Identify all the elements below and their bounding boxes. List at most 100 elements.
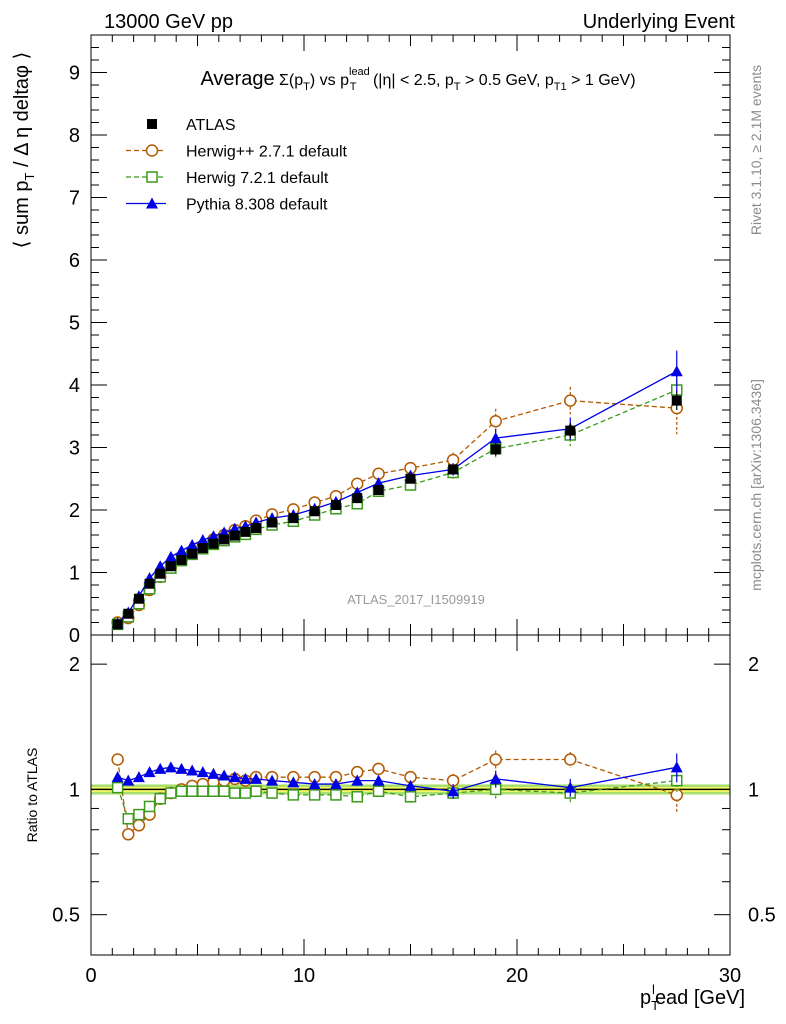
- data-point: [207, 785, 220, 797]
- data-point: [197, 543, 208, 554]
- legend-label: Herwig 7.2.1 default: [186, 170, 329, 187]
- data-point: [250, 785, 262, 797]
- data-point: [489, 753, 502, 766]
- series-line: [117, 399, 677, 624]
- data-point: [670, 761, 683, 773]
- ratio-panel: 0 10 20 30 0.5 0.5 1 1 2 2 Ratio to ATLAS: [24, 634, 776, 987]
- legend-marker: [145, 144, 159, 157]
- x-tick-label: 0: [85, 965, 96, 987]
- x-tick-label: 20: [506, 965, 528, 987]
- data-point: [330, 500, 341, 510]
- data-point: [564, 394, 577, 407]
- data-point: [351, 791, 363, 803]
- header-right: Underlying Event: [583, 11, 736, 33]
- data-point: [448, 464, 459, 475]
- data-point: [164, 761, 177, 773]
- data-point: [564, 753, 577, 766]
- data-point: [132, 771, 145, 783]
- main-axis-ticks: 0 1 2 3 4 5 6 7 8 9: [69, 34, 731, 647]
- data-point: [228, 771, 241, 783]
- rivet-label: Rivet 3.1.10, ≥ 2.1M events: [748, 65, 764, 235]
- y-tick-label-left: 2: [69, 654, 80, 676]
- data-point: [266, 774, 279, 786]
- data-point: [564, 781, 577, 793]
- y-tick-label-right: 2: [748, 654, 759, 676]
- data-point: [123, 608, 134, 619]
- data-point: [186, 764, 199, 776]
- data-point: [287, 776, 300, 788]
- data-point: [404, 779, 417, 791]
- data-point: [489, 772, 502, 784]
- data-point: [132, 819, 146, 832]
- data-point: [229, 530, 240, 541]
- x-tick-label: 10: [293, 965, 315, 987]
- y-tick-label-left: 0.5: [52, 905, 80, 927]
- y-tick-label: 9: [69, 63, 80, 85]
- data-point: [373, 485, 384, 495]
- data-point: [308, 778, 321, 790]
- main-data: [111, 350, 683, 631]
- y-tick-label: 4: [69, 375, 80, 397]
- data-point: [372, 762, 385, 776]
- data-point: [175, 762, 188, 774]
- legend-label: Herwig++ 2.7.1 default: [186, 144, 348, 161]
- main-y-label: ⟨ sum pT / Δ η deltaφ ⟩: [11, 52, 37, 249]
- data-point: [351, 774, 364, 786]
- data-point: [670, 365, 683, 377]
- data-point: [164, 550, 177, 562]
- data-point: [405, 473, 416, 484]
- legend-entry-herwig-7-2-1-default: Herwig 7.2.1 default: [126, 170, 329, 187]
- data-point: [143, 800, 156, 813]
- ratio-axis-ticks: 0 10 20 30 0.5 0.5 1 1 2 2: [52, 635, 776, 987]
- data-point: [372, 774, 385, 786]
- main-panel: 0 1 2 3 4 5 6 7 8 9 Average Σ(pT) vs plead T (|η| …: [11, 34, 731, 647]
- y-tick-label: 8: [69, 125, 80, 147]
- legend-marker: [146, 171, 158, 183]
- data-point: [133, 593, 144, 604]
- data-point: [266, 787, 278, 799]
- data-point: [186, 539, 199, 550]
- y-tick-label: 2: [69, 500, 80, 522]
- series-line: [117, 389, 678, 625]
- data-point: [155, 568, 166, 579]
- data-point: [288, 513, 299, 524]
- data-point: [154, 792, 166, 805]
- data-point: [144, 578, 155, 589]
- data-point: [372, 785, 385, 797]
- y-tick-label-right: 1: [748, 779, 759, 801]
- x-axis-label: pTlead [GeV]: [640, 982, 745, 1013]
- data-point: [490, 444, 501, 455]
- analysis-label: ATLAS_2017_I1509919: [347, 592, 485, 607]
- data-point: [112, 619, 123, 630]
- legend-label: ATLAS: [186, 117, 236, 134]
- legend-label: Pythia 8.308 default: [186, 197, 328, 214]
- data-point: [404, 791, 417, 803]
- data-point: [187, 548, 198, 559]
- series-pythia-8-308-default: [111, 753, 683, 799]
- data-point: [239, 772, 252, 784]
- data-point: [175, 785, 188, 797]
- data-point: [122, 813, 135, 825]
- legend-marker: [147, 119, 157, 129]
- y-tick-label: 5: [69, 313, 80, 335]
- data-point: [196, 766, 209, 778]
- data-point: [489, 432, 502, 444]
- data-point: [207, 767, 220, 779]
- data-point: [154, 560, 167, 572]
- data-point: [447, 785, 460, 797]
- data-point: [287, 789, 300, 801]
- data-point: [352, 493, 363, 504]
- data-point: [565, 425, 576, 436]
- header-left: 13000 GeV pp: [104, 11, 233, 33]
- data-point: [111, 771, 124, 783]
- data-point: [329, 778, 342, 790]
- data-point: [197, 785, 209, 797]
- data-point: [207, 530, 220, 542]
- data-point: [122, 828, 135, 841]
- data-point: [111, 781, 124, 794]
- data-point: [229, 787, 241, 799]
- data-point: [208, 538, 219, 549]
- data-point: [165, 787, 177, 799]
- series-herwig-7-2-1-default: [111, 768, 683, 825]
